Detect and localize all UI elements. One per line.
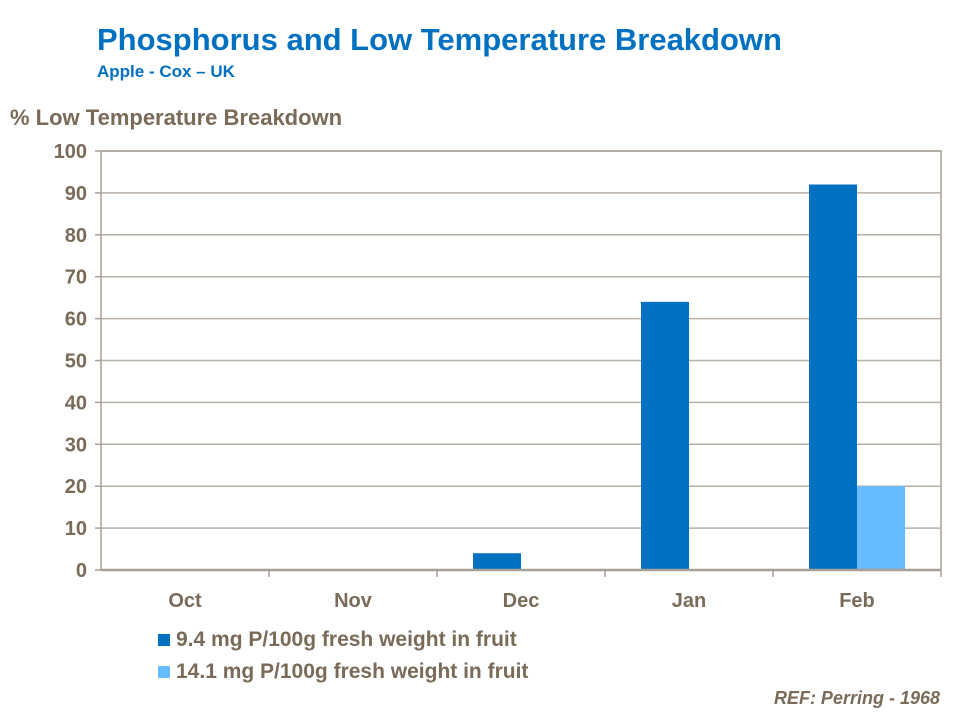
chart-subtitle: Apple - Cox – UK <box>97 62 235 81</box>
x-tick-label: Oct <box>168 590 202 612</box>
y-axis-label: % Low Temperature Breakdown <box>10 105 343 130</box>
y-tick-label: 40 <box>65 392 87 414</box>
x-tick-label: Dec <box>503 590 540 612</box>
y-tick-label: 20 <box>65 476 87 498</box>
y-tick-label: 90 <box>65 183 87 205</box>
reference-note: REF: Perring - 1968 <box>773 688 940 708</box>
bar <box>641 301 689 570</box>
bar <box>857 486 905 570</box>
y-tick-label: 60 <box>65 309 87 331</box>
y-tick-label: 30 <box>65 434 87 456</box>
y-tick-label: 70 <box>65 267 87 289</box>
y-tick-label: 100 <box>54 141 87 163</box>
y-tick-label: 0 <box>76 560 87 582</box>
legend-item-2: 14.1 mg P/100g fresh weight in fruit <box>158 660 528 684</box>
chart-title: Phosphorus and Low Temperature Breakdown <box>97 22 782 57</box>
x-tick-label: Jan <box>672 590 706 612</box>
x-tick-label: Nov <box>334 590 373 612</box>
bar <box>809 184 857 570</box>
legend-swatch <box>158 634 170 646</box>
legend-label: 14.1 mg P/100g fresh weight in fruit <box>176 660 529 683</box>
legend-label: 9.4 mg P/100g fresh weight in fruit <box>176 628 517 651</box>
x-tick-label: Feb <box>839 590 875 612</box>
y-tick-label: 80 <box>65 225 87 247</box>
bar <box>473 553 521 570</box>
y-tick-label: 10 <box>65 518 87 540</box>
y-tick-label: 50 <box>65 351 87 373</box>
legend-swatch <box>158 666 170 678</box>
legend-item-1: 9.4 mg P/100g fresh weight in fruit <box>158 628 517 652</box>
